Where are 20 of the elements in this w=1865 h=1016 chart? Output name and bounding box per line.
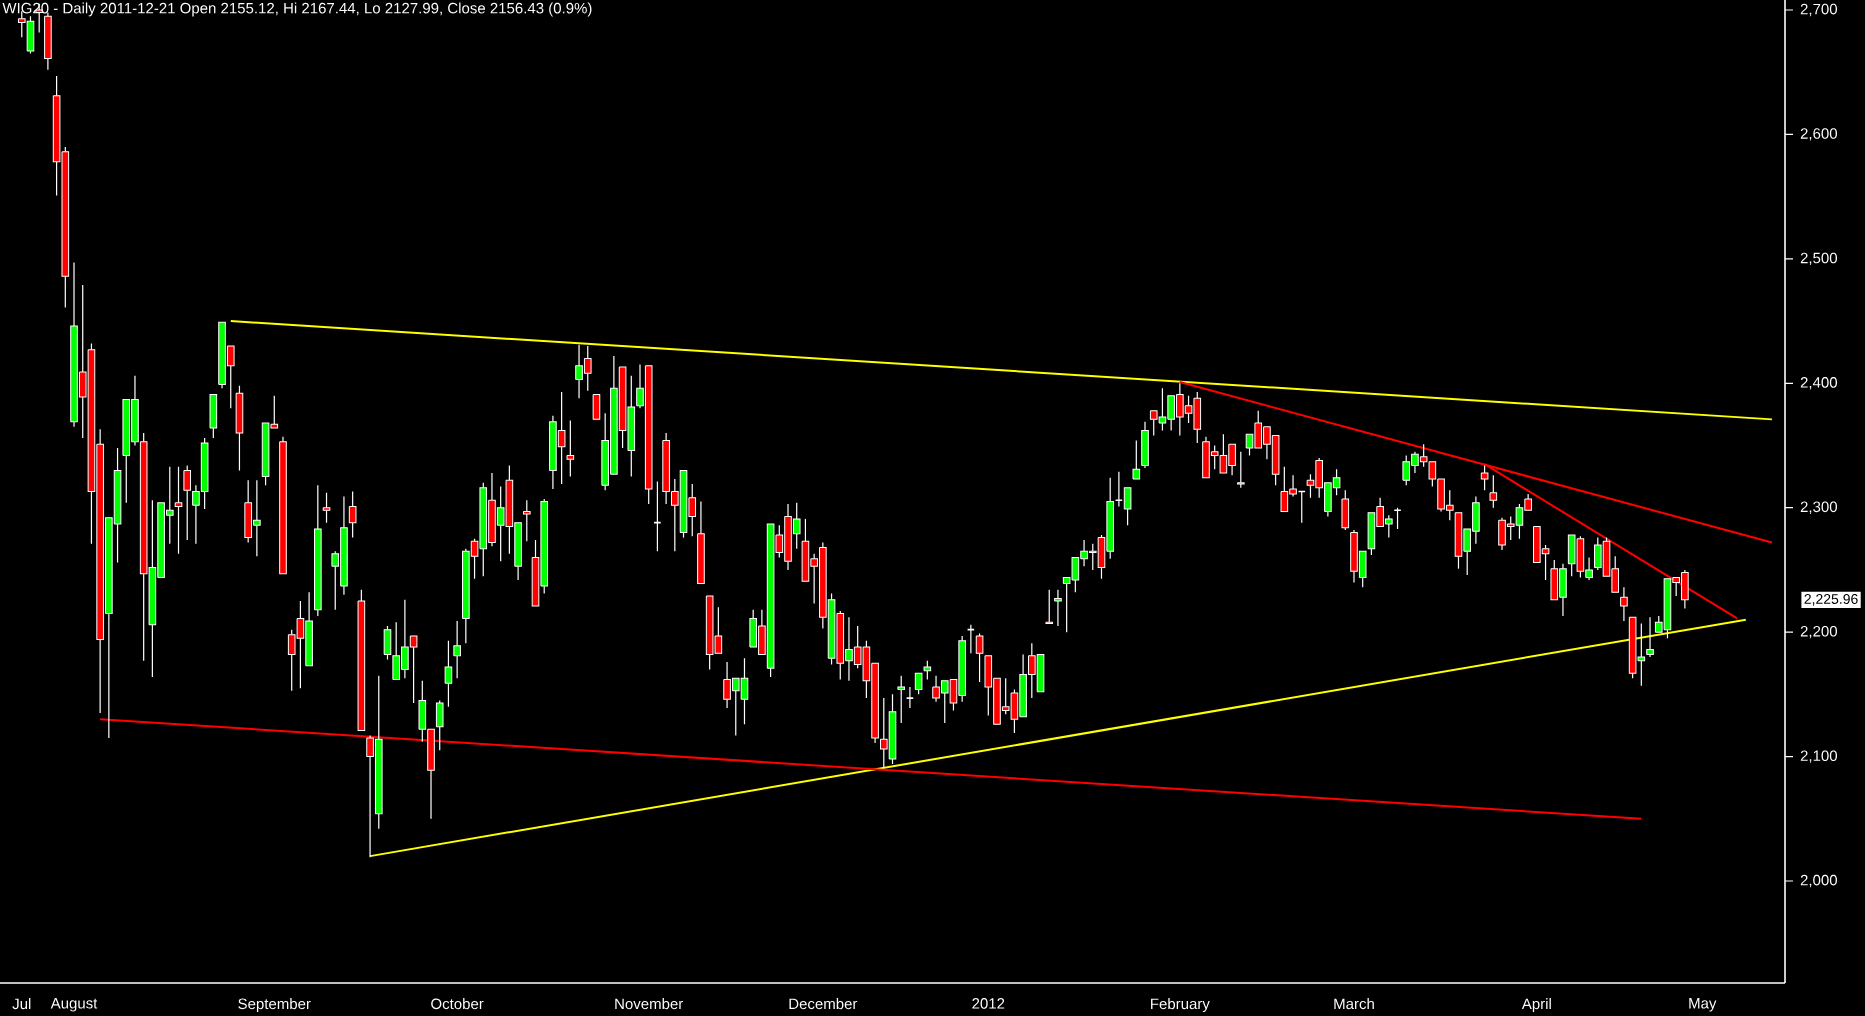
y-tick-label: 2,600 [1800, 128, 1838, 141]
x-tick-label: March [1334, 998, 1374, 1010]
y-tick-label: 2,000 [1800, 874, 1838, 888]
y-tick-label: 2,200 [1800, 625, 1838, 639]
x-tick-label: September [238, 998, 311, 1013]
x-tick-label: 2012 [972, 998, 1005, 1009]
x-tick-label: December [789, 998, 858, 1010]
y-tick-label: 2,100 [1800, 750, 1838, 763]
x-tick-label: May [1689, 998, 1717, 1012]
y-tick-label: 2,400 [1800, 377, 1838, 390]
x-tick-label: April [1521, 998, 1551, 1013]
x-tick-label: November [615, 998, 684, 1010]
x-tick-label: August [50, 998, 98, 1012]
x-tick-label: October [431, 998, 484, 1010]
x-tick-label: Jul [12, 998, 31, 1010]
y-tick-label: 2,700 [1800, 3, 1838, 17]
text: 2,225.96 [1804, 594, 1858, 606]
y-tick-label: 2,300 [1800, 501, 1838, 514]
y-tick-label: 2,500 [1800, 252, 1838, 266]
x-tick-label: February [1151, 998, 1210, 1013]
